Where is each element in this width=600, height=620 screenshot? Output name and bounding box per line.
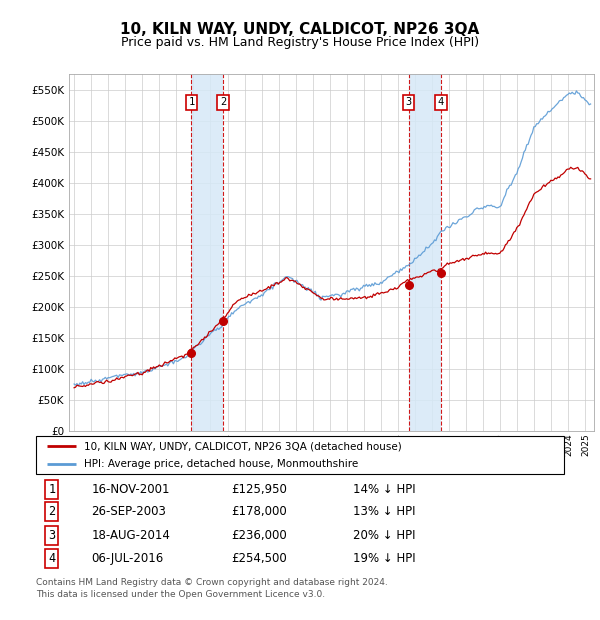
Text: 16-NOV-2001: 16-NOV-2001	[91, 483, 170, 496]
Text: Price paid vs. HM Land Registry's House Price Index (HPI): Price paid vs. HM Land Registry's House …	[121, 36, 479, 48]
Text: 4: 4	[438, 97, 444, 107]
Text: 3: 3	[406, 97, 412, 107]
Text: HPI: Average price, detached house, Monmouthshire: HPI: Average price, detached house, Monm…	[83, 459, 358, 469]
Text: 3: 3	[48, 529, 55, 542]
Text: £254,500: £254,500	[232, 552, 287, 565]
Text: 4: 4	[48, 552, 55, 565]
Text: 20% ↓ HPI: 20% ↓ HPI	[353, 529, 415, 542]
Text: 18-AUG-2014: 18-AUG-2014	[91, 529, 170, 542]
Text: 19% ↓ HPI: 19% ↓ HPI	[353, 552, 415, 565]
Text: £178,000: £178,000	[232, 505, 287, 518]
Text: £236,000: £236,000	[232, 529, 287, 542]
Bar	[191, 74, 223, 431]
Text: 1: 1	[48, 483, 55, 496]
Bar	[409, 74, 441, 431]
Text: 1: 1	[188, 97, 194, 107]
Text: 10, KILN WAY, UNDY, CALDICOT, NP26 3QA (detached house): 10, KILN WAY, UNDY, CALDICOT, NP26 3QA (…	[83, 441, 401, 451]
Text: £125,950: £125,950	[232, 483, 287, 496]
Text: Contains HM Land Registry data © Crown copyright and database right 2024.
This d: Contains HM Land Registry data © Crown c…	[36, 578, 388, 599]
FancyBboxPatch shape	[36, 436, 564, 474]
Text: 13% ↓ HPI: 13% ↓ HPI	[353, 505, 415, 518]
Text: 14% ↓ HPI: 14% ↓ HPI	[353, 483, 415, 496]
Text: 06-JUL-2016: 06-JUL-2016	[91, 552, 164, 565]
Text: 2: 2	[48, 505, 55, 518]
Text: 2: 2	[220, 97, 226, 107]
Text: 10, KILN WAY, UNDY, CALDICOT, NP26 3QA: 10, KILN WAY, UNDY, CALDICOT, NP26 3QA	[121, 22, 479, 37]
Text: 26-SEP-2003: 26-SEP-2003	[91, 505, 166, 518]
